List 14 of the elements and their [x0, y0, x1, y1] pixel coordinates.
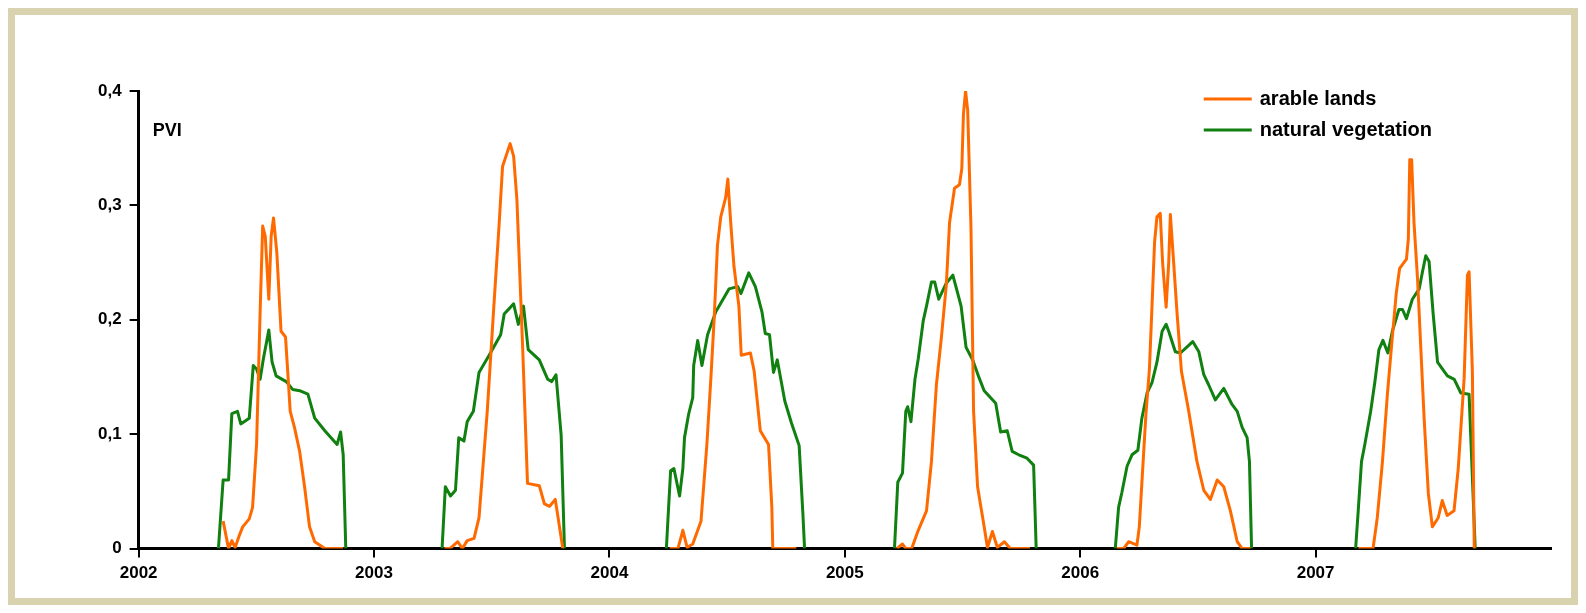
y-tick-label: 0,4 — [97, 80, 123, 100]
y-tick-label: 0 — [112, 538, 122, 558]
legend-label: arable lands — [1259, 86, 1377, 109]
y-tick-label: 0,1 — [97, 423, 122, 443]
x-tick-label: 2004 — [590, 563, 629, 583]
x-tick-label: 2006 — [1061, 563, 1100, 583]
x-tick-label: 2005 — [825, 563, 864, 583]
x-tick-label: 2003 — [355, 563, 393, 583]
y-axis-title: PVI — [152, 119, 182, 140]
y-tick-label: 0,2 — [97, 309, 122, 329]
y-tick-label: 0,3 — [97, 195, 122, 215]
x-tick-label: 2007 — [1296, 563, 1335, 583]
x-tick-label: 2002 — [119, 563, 158, 583]
legend-label: natural vegetation — [1259, 117, 1433, 140]
